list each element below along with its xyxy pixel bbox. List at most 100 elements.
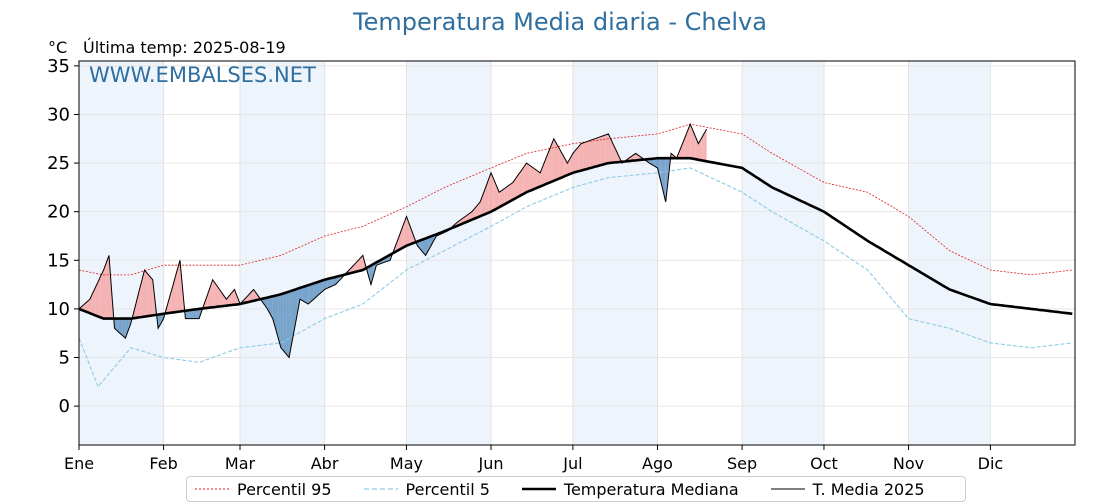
warm-anomaly-fill [100, 270, 104, 319]
y-unit-label: °C [48, 38, 68, 57]
warm-anomaly-fill [406, 216, 410, 246]
warm-anomaly-fill [245, 295, 249, 303]
cold-anomaly-fill [283, 292, 287, 355]
warm-anomaly-fill [84, 301, 88, 313]
cold-anomaly-fill [324, 279, 328, 290]
warm-anomaly-fill [611, 139, 614, 163]
cold-anomaly-fill [193, 309, 197, 319]
warm-anomaly-fill [687, 124, 691, 159]
cold-anomaly-fill [313, 282, 317, 300]
chart-title: Temperatura Media diaria - Chelva [353, 8, 767, 36]
warm-anomaly-fill [690, 124, 693, 159]
cold-anomaly-fill [294, 288, 298, 329]
warm-anomaly-fill [561, 153, 565, 178]
cold-anomaly-fill [270, 296, 273, 319]
cold-anomaly-fill [330, 277, 333, 288]
cold-anomaly-fill [122, 318, 126, 339]
legend-item-p5: Percentil 5 [363, 479, 490, 499]
cold-anomaly-fill [300, 287, 303, 301]
warm-anomaly-fill [360, 255, 363, 271]
warm-anomaly-fill [149, 276, 153, 316]
warm-anomaly-fill [223, 295, 227, 306]
warm-anomaly-fill [501, 188, 505, 206]
warm-anomaly-fill [605, 133, 609, 164]
cold-anomaly-fill [316, 281, 320, 297]
warm-anomaly-fill [174, 270, 178, 313]
warm-anomaly-fill [515, 174, 519, 199]
warm-anomaly-fill [575, 146, 579, 173]
warm-anomaly-fill [95, 281, 99, 317]
cold-anomaly-fill [119, 318, 123, 336]
cold-anomaly-fill [654, 158, 658, 168]
cold-anomaly-fill [158, 314, 161, 329]
warm-anomaly-fill [553, 138, 557, 181]
cold-anomaly-fill [188, 310, 191, 319]
legend-item-current: T. Media 2025 [770, 479, 925, 499]
legend-swatch-current [770, 488, 805, 490]
warm-anomaly-fill [616, 151, 620, 163]
cold-anomaly-fill [657, 158, 661, 180]
x-tick-label: Jun [478, 454, 504, 473]
month-band [742, 61, 824, 445]
warm-anomaly-fill [578, 143, 582, 172]
cold-anomaly-fill [431, 235, 434, 246]
y-tick-label: 30 [47, 104, 70, 125]
warm-anomaly-fill [526, 163, 530, 193]
warm-anomaly-fill [602, 134, 606, 165]
warm-anomaly-fill [357, 258, 361, 272]
warm-anomaly-fill [581, 142, 584, 171]
legend-label-p5: Percentil 5 [405, 479, 490, 499]
warm-anomaly-fill [141, 270, 145, 317]
warm-anomaly-fill [559, 148, 562, 179]
warm-anomaly-fill [474, 205, 478, 219]
x-tick-label: Nov [893, 454, 924, 473]
warm-anomaly-fill [98, 275, 101, 318]
cold-anomaly-fill [665, 158, 669, 202]
series-line-current [78, 122, 708, 359]
cold-anomaly-fill [125, 318, 129, 339]
cold-anomaly-fill [114, 318, 118, 331]
cold-anomaly-fill [327, 278, 331, 289]
warm-anomaly-fill [534, 168, 538, 189]
cold-anomaly-fill [370, 263, 374, 285]
warm-anomaly-fill [87, 299, 90, 314]
cold-anomaly-fill [305, 285, 309, 305]
cold-anomaly-fill [368, 265, 371, 285]
warm-anomaly-fill [608, 133, 612, 164]
warm-anomaly-fill [499, 190, 502, 208]
warm-anomaly-fill [523, 163, 527, 194]
warm-anomaly-fill [521, 166, 524, 196]
warm-anomaly-fill [512, 178, 516, 200]
warm-anomaly-fill [485, 180, 489, 214]
cold-anomaly-fill [280, 293, 284, 352]
warm-anomaly-fill [507, 184, 511, 203]
warm-anomaly-fill [518, 170, 522, 197]
warm-anomaly-fill [548, 145, 552, 184]
warm-anomaly-fill [144, 270, 148, 317]
cold-anomaly-fill [278, 294, 281, 348]
warm-anomaly-fill [510, 182, 513, 202]
warm-anomaly-fill [493, 179, 497, 211]
cold-anomaly-fill [321, 279, 325, 292]
x-tick-label: Ene [64, 454, 94, 473]
warm-anomaly-fill [701, 133, 704, 161]
y-tick-label: 35 [47, 56, 70, 77]
month-band [572, 61, 658, 445]
x-tick-label: May [390, 454, 423, 473]
legend-label-current: T. Media 2025 [812, 479, 925, 499]
x-tick-label: Jul [562, 454, 582, 473]
warm-anomaly-fill [597, 136, 601, 167]
warm-anomaly-fill [250, 289, 254, 302]
cold-anomaly-fill [332, 276, 336, 286]
y-tick-label: 0 [59, 396, 70, 417]
warm-anomaly-fill [589, 139, 593, 169]
warm-anomaly-fill [572, 150, 576, 173]
warm-anomaly-fill [583, 141, 587, 170]
last-temp-label: Última temp: 2025-08-19 [83, 38, 286, 57]
cold-anomaly-fill [275, 294, 279, 339]
cold-anomaly-fill [310, 283, 314, 302]
x-tick-label: Dic [978, 454, 1004, 473]
warm-anomaly-fill [537, 170, 541, 188]
cold-anomaly-fill [422, 238, 426, 256]
